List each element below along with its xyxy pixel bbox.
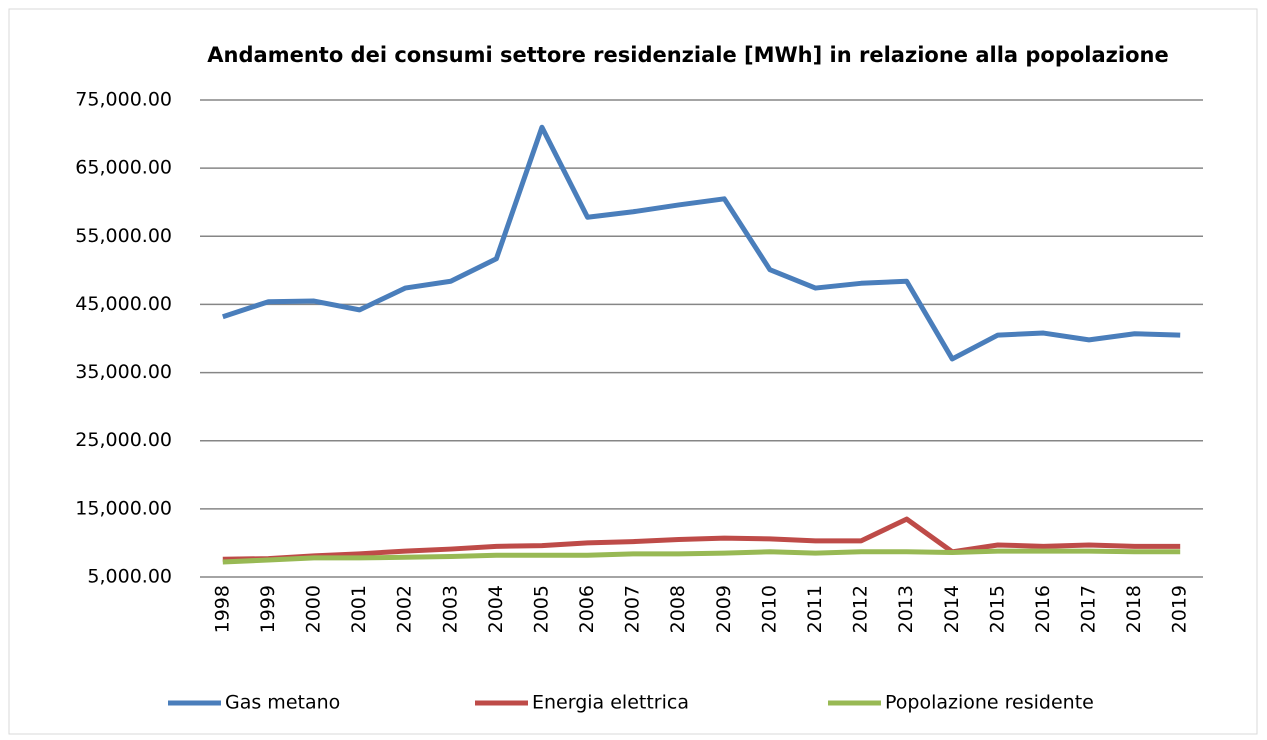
- x-tick-label: 2003: [439, 585, 461, 633]
- x-tick-label: 2009: [713, 585, 735, 633]
- x-tick-label: 2011: [804, 585, 826, 633]
- x-tick-label: 1999: [257, 585, 279, 633]
- data-line: [222, 124, 1181, 362]
- x-tick-label: 2010: [758, 585, 780, 633]
- chart-title: Andamento dei consumi settore residenzia…: [207, 43, 1168, 67]
- x-tick-label: 1998: [211, 585, 233, 633]
- x-tick-label: 2017: [1078, 585, 1100, 633]
- y-tick-label: 25,000.00: [75, 429, 172, 451]
- x-tick-label: 2005: [530, 585, 552, 633]
- x-tick-label: 2008: [667, 585, 689, 633]
- legend-label: Gas metano: [225, 692, 340, 714]
- y-tick-label: 75,000.00: [75, 89, 172, 111]
- data-line: [222, 548, 1181, 565]
- x-tick-label: 2000: [302, 585, 324, 633]
- x-tick-label: 2015: [986, 585, 1008, 633]
- legend-label: Popolazione residente: [885, 692, 1094, 714]
- y-tick-label: 5,000.00: [87, 566, 172, 588]
- data-line: [222, 516, 1181, 562]
- y-tick-label: 15,000.00: [75, 497, 172, 519]
- x-tick-label: 2013: [895, 585, 917, 633]
- y-tick-label: 55,000.00: [75, 225, 172, 247]
- legend-label: Energia elettrica: [532, 692, 689, 714]
- x-tick-label: 2004: [485, 585, 507, 633]
- x-tick-label: 2001: [348, 585, 370, 633]
- chart-frame: [8, 8, 1258, 735]
- y-tick-label: 45,000.00: [75, 293, 172, 315]
- x-tick-label: 2018: [1123, 585, 1145, 633]
- y-tick-label: 65,000.00: [75, 157, 172, 179]
- x-tick-label: 2006: [576, 585, 598, 633]
- x-tick-label: 2002: [394, 585, 416, 633]
- y-tick-label: 35,000.00: [75, 361, 172, 383]
- x-tick-label: 2016: [1032, 585, 1054, 633]
- x-tick-label: 2019: [1169, 585, 1191, 633]
- x-tick-label: 2014: [941, 585, 963, 633]
- x-tick-label: 2007: [622, 585, 644, 633]
- x-tick-label: 2012: [850, 585, 872, 633]
